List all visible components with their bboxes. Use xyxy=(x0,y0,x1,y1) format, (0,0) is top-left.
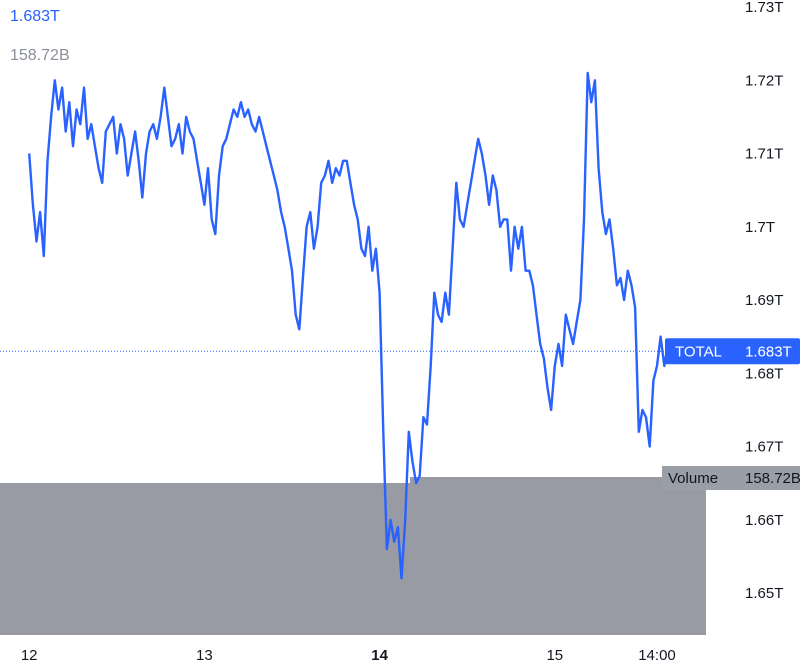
price-tag: TOTAL 1.683T xyxy=(665,338,800,365)
volume-tag: Volume 158.72B xyxy=(662,466,800,490)
y-tick-label: 1.65T xyxy=(745,585,783,602)
volume-tag-value: 158.72B xyxy=(745,470,800,487)
price-tag-label: TOTAL xyxy=(675,343,722,360)
y-tick-label: 1.67T xyxy=(745,439,783,456)
volume-bar-segment xyxy=(410,477,706,485)
y-tick-label: 1.71T xyxy=(745,146,783,163)
price-tag-background xyxy=(665,338,800,365)
x-tick-label: 14:00 xyxy=(638,647,676,663)
legend-volume-value: 158.72B xyxy=(10,47,70,64)
x-tick-label: 15 xyxy=(546,647,563,663)
x-axis: 12 13 14 15 14:00 xyxy=(21,647,676,663)
volume-tag-background xyxy=(662,466,800,490)
legend-price-value: 1.683T xyxy=(10,8,60,25)
y-tick-label: 1.69T xyxy=(745,292,783,309)
y-tick-label: 1.73T xyxy=(745,0,783,16)
price-tag-value: 1.683T xyxy=(745,343,792,360)
x-tick-label: 12 xyxy=(21,647,38,663)
y-tick-label: 1.72T xyxy=(745,72,783,89)
y-tick-label: 1.68T xyxy=(745,365,783,382)
x-tick-label: 13 xyxy=(196,647,213,663)
y-tick-label: 1.66T xyxy=(745,512,783,529)
volume-bar xyxy=(0,483,706,635)
y-axis: 1.73T 1.72T 1.71T 1.7T 1.69T 1.68T 1.67T 1.66T 1… xyxy=(745,0,783,602)
x-tick-label: 14 xyxy=(371,647,388,663)
y-tick-label: 1.7T xyxy=(745,219,775,236)
volume-tag-label: Volume xyxy=(668,470,718,487)
price-line xyxy=(28,71,673,580)
